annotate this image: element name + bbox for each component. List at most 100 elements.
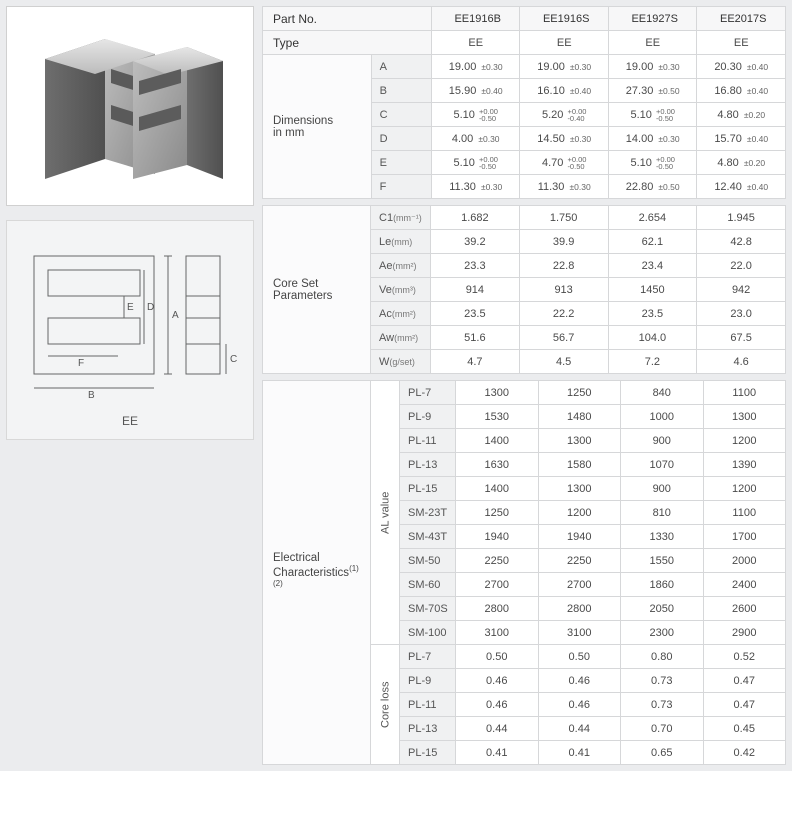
elec-PL-11-2: 0.73 — [621, 693, 704, 717]
dim-C-3: 4.80 ±0.20 — [697, 103, 786, 127]
elec-PL-11-1: 0.46 — [538, 693, 621, 717]
coreset-Ac-0: 23.5 — [431, 302, 520, 326]
coreset-W-3: 4.6 — [697, 350, 786, 374]
elec-PL-11-3: 0.47 — [703, 693, 786, 717]
dim-A-3: 20.30 ±0.40 — [697, 55, 786, 79]
coreset-row-Le: Le(mm) — [371, 230, 431, 254]
elec-SM-43T-2: 1330 — [621, 525, 704, 549]
diagram-caption: EE — [122, 414, 138, 428]
coreset-C1-2: 2.654 — [608, 206, 697, 230]
coreset-row-Ac: Ac(mm²) — [371, 302, 431, 326]
elec-SM-70S-1: 2800 — [538, 597, 621, 621]
elec-row-PL-13: PL-13 — [400, 717, 456, 741]
elec-SM-100-2: 2300 — [621, 621, 704, 645]
coreset-Ve-0: 914 — [431, 278, 520, 302]
coreset-table: Core SetParametersC1(mm⁻¹)1.6821.7502.65… — [262, 205, 786, 374]
dim-D-2: 14.00 ±0.30 — [608, 127, 697, 151]
elec-row-PL-15: PL-15 — [400, 477, 456, 501]
elec-SM-100-1: 3100 — [538, 621, 621, 645]
svg-text:F: F — [78, 358, 84, 369]
elec-PL-7-2: 0.80 — [621, 645, 704, 669]
coreset-Le-2: 62.1 — [608, 230, 697, 254]
elec-PL-13-1: 0.44 — [538, 717, 621, 741]
col-part-1: EE1916S — [520, 7, 609, 31]
left-column: A D E B F C EE — [6, 6, 254, 765]
elec-SM-23T-2: 810 — [621, 501, 704, 525]
coreset-Ve-1: 913 — [519, 278, 608, 302]
coreset-Le-0: 39.2 — [431, 230, 520, 254]
type-2: EE — [608, 31, 697, 55]
dim-A-1: 19.00 ±0.30 — [520, 55, 609, 79]
elec-PL-13-3: 1390 — [703, 453, 786, 477]
dim-E-3: 4.80 ±0.20 — [697, 151, 786, 175]
svg-text:E: E — [127, 302, 134, 313]
elec-SM-23T-0: 1250 — [456, 501, 539, 525]
elec-PL-9-2: 0.73 — [621, 669, 704, 693]
type-1: EE — [520, 31, 609, 55]
elec-SM-50-2: 1550 — [621, 549, 704, 573]
elec-PL-15-3: 1200 — [703, 477, 786, 501]
elec-PL-13-3: 0.45 — [703, 717, 786, 741]
dim-D-3: 15.70 ±0.40 — [697, 127, 786, 151]
page-root: A D E B F C EE Part No. EE1916B EE1916S … — [0, 0, 792, 771]
dim-row-F: F — [371, 175, 431, 199]
elec-row-PL-7: PL-7 — [400, 645, 456, 669]
dim-F-0: 11.30 ±0.30 — [431, 175, 520, 199]
coreset-Ae-1: 22.8 — [519, 254, 608, 278]
coreset-W-0: 4.7 — [431, 350, 520, 374]
coreset-Ac-1: 22.2 — [519, 302, 608, 326]
elec-SM-23T-1: 1200 — [538, 501, 621, 525]
coreset-Aw-2: 104.0 — [608, 326, 697, 350]
elec-PL-11-2: 900 — [621, 429, 704, 453]
dim-B-3: 16.80 ±0.40 — [697, 79, 786, 103]
elec-PL-15-2: 0.65 — [621, 741, 704, 765]
elec-SM-23T-3: 1100 — [703, 501, 786, 525]
coreset-row-Ve: Ve(mm³) — [371, 278, 431, 302]
elec-row-PL-11: PL-11 — [400, 429, 456, 453]
elec-SM-50-1: 2250 — [538, 549, 621, 573]
coreset-row-W: W(g/set) — [371, 350, 431, 374]
coreset-Aw-0: 51.6 — [431, 326, 520, 350]
elec-PL-11-0: 1400 — [456, 429, 539, 453]
elec-PL-7-0: 0.50 — [456, 645, 539, 669]
elec-PL-15-2: 900 — [621, 477, 704, 501]
dim-E-2: 5.10 +0.00-0.50 — [608, 151, 697, 175]
coreset-Ve-3: 942 — [697, 278, 786, 302]
coreset-row-Aw: Aw(mm²) — [371, 326, 431, 350]
elec-SM-70S-3: 2600 — [703, 597, 786, 621]
right-column: Part No. EE1916B EE1916S EE1927S EE2017S… — [262, 6, 786, 765]
dim-D-1: 14.50 ±0.30 — [520, 127, 609, 151]
elec-PL-7-2: 840 — [621, 381, 704, 405]
coreset-W-1: 4.5 — [519, 350, 608, 374]
elec-SM-70S-2: 2050 — [621, 597, 704, 621]
elec-PL-9-3: 1300 — [703, 405, 786, 429]
elec-SM-100-0: 3100 — [456, 621, 539, 645]
electrical-table: ElectricalCharacteristics(1)(2)AL valueP… — [262, 380, 786, 765]
header-partno: Part No. — [263, 7, 432, 31]
elec-PL-9-3: 0.47 — [703, 669, 786, 693]
elec-PL-15-1: 1300 — [538, 477, 621, 501]
col-part-3: EE2017S — [697, 7, 786, 31]
dim-B-2: 27.30 ±0.50 — [608, 79, 697, 103]
elec-PL-9-1: 0.46 — [538, 669, 621, 693]
elec-row-PL-13: PL-13 — [400, 453, 456, 477]
coreset-Aw-3: 67.5 — [697, 326, 786, 350]
dim-row-A: A — [371, 55, 431, 79]
dim-row-E: E — [371, 151, 431, 175]
ee-dimension-svg: A D E B F C — [18, 240, 242, 410]
elec-SM-70S-0: 2800 — [456, 597, 539, 621]
elec-PL-7-1: 1250 — [538, 381, 621, 405]
electrical-section-label: ElectricalCharacteristics(1)(2) — [263, 381, 371, 765]
elec-PL-15-0: 1400 — [456, 477, 539, 501]
core-3d-render — [6, 6, 254, 206]
coreset-C1-0: 1.682 — [431, 206, 520, 230]
elec-PL-7-3: 1100 — [703, 381, 786, 405]
type-0: EE — [431, 31, 520, 55]
dim-A-2: 19.00 ±0.30 — [608, 55, 697, 79]
elec-PL-11-1: 1300 — [538, 429, 621, 453]
dim-F-2: 22.80 ±0.50 — [608, 175, 697, 199]
coreset-Ae-2: 23.4 — [608, 254, 697, 278]
elec-row-SM-43T: SM-43T — [400, 525, 456, 549]
elec-PL-11-3: 1200 — [703, 429, 786, 453]
ee-core-svg — [25, 21, 235, 191]
